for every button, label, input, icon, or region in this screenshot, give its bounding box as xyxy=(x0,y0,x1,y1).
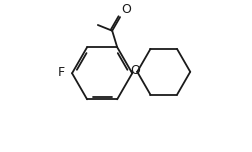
Text: F: F xyxy=(57,66,65,79)
Text: O: O xyxy=(129,64,139,77)
Text: O: O xyxy=(121,3,131,16)
